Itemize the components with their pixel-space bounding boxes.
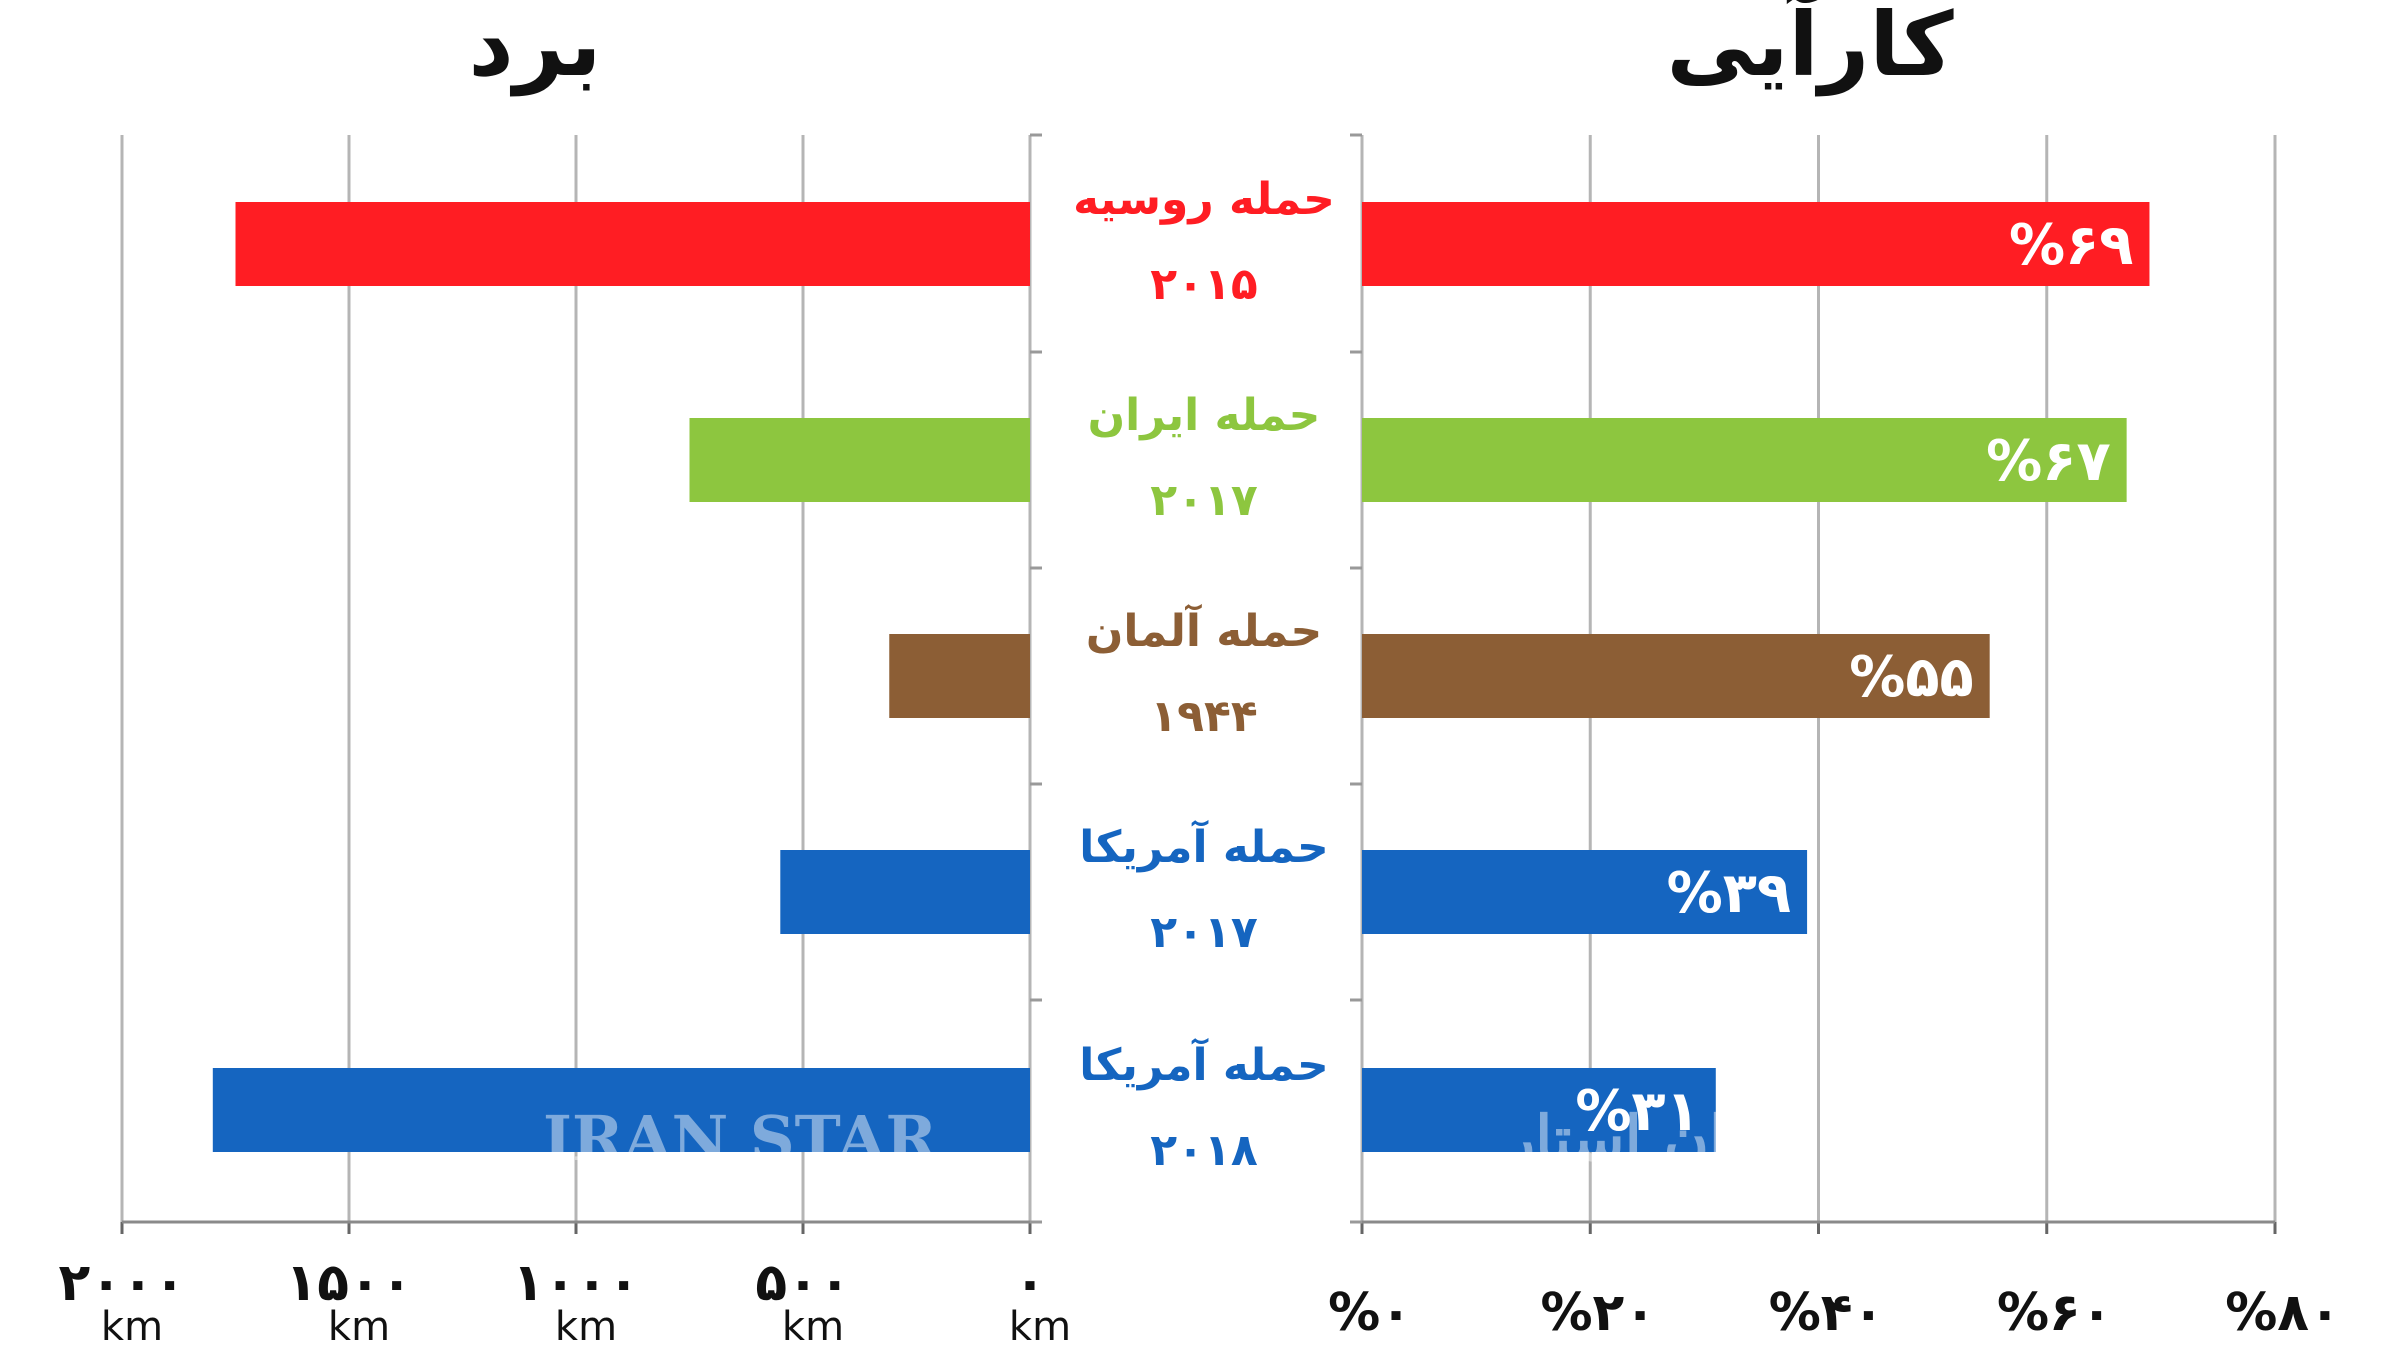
efficiency-value-label: %۳۹ (1667, 861, 1791, 926)
range-tick-label: ۲۰۰۰ (59, 1253, 186, 1313)
range-unit-label: km (555, 1304, 617, 1350)
range-tick-label: ۵۰۰ (755, 1253, 850, 1313)
efficiency-tick-label: %۰ (1328, 1283, 1412, 1343)
category-year: ۱۹۴۴ (1150, 691, 1257, 742)
efficiency-value-label: %۳۱ (1575, 1079, 1699, 1144)
efficiency-bar (1362, 202, 2150, 286)
efficiency-tick-label: %۴۰ (1769, 1283, 1885, 1343)
range-unit-label: km (1009, 1304, 1071, 1350)
watermark-persian: ایران استار (1501, 1102, 1795, 1177)
category-year: ۲۰۱۵ (1150, 259, 1257, 310)
watermark-latin: IRAN STAR (543, 1102, 938, 1175)
efficiency-tick-label: %۲۰ (1540, 1283, 1656, 1343)
category-name: حمله آلمان (1086, 603, 1322, 657)
category-name: حمله آمریکا (1079, 819, 1329, 873)
efficiency-tick-label: %۸۰ (2225, 1283, 2341, 1343)
range-tick-label: ۱۵۰۰ (286, 1253, 413, 1313)
category-year: ۲۰۱۸ (1150, 1125, 1258, 1176)
range-bar (889, 634, 1030, 718)
category-name: حمله ایران (1088, 390, 1321, 441)
efficiency-bar (1362, 634, 1990, 718)
range-tick-label: ۱۰۰۰ (513, 1253, 640, 1313)
range-bar (235, 202, 1030, 286)
category-year: ۲۰۱۷ (1150, 475, 1258, 526)
efficiency-value-label: %۶۷ (1986, 429, 2110, 494)
range-unit-label: km (101, 1304, 163, 1350)
range-unit-label: km (328, 1304, 390, 1350)
range-unit-label: km (782, 1304, 844, 1350)
category-name: حمله روسیه (1073, 174, 1335, 225)
range-bar (212, 1068, 1031, 1152)
range-bar (780, 850, 1030, 934)
range-bar (689, 418, 1030, 502)
efficiency-bar (1362, 1068, 1716, 1152)
efficiency-chart-title: کارآیی (1666, 0, 1954, 96)
range-tick-label: ۰ (1014, 1253, 1046, 1313)
category-name: حمله آمریکا (1079, 1037, 1329, 1091)
category-year: ۲۰۱۷ (1150, 907, 1258, 958)
range-chart-title: برد (469, 0, 602, 96)
efficiency-tick-label: %۶۰ (1997, 1283, 2113, 1343)
bars-layer (212, 202, 2150, 1152)
efficiency-value-label: %۵۵ (1849, 645, 1973, 710)
efficiency-value-label: %۶۹ (2009, 213, 2133, 278)
efficiency-bar (1362, 418, 2127, 502)
efficiency-bar (1362, 850, 1808, 934)
